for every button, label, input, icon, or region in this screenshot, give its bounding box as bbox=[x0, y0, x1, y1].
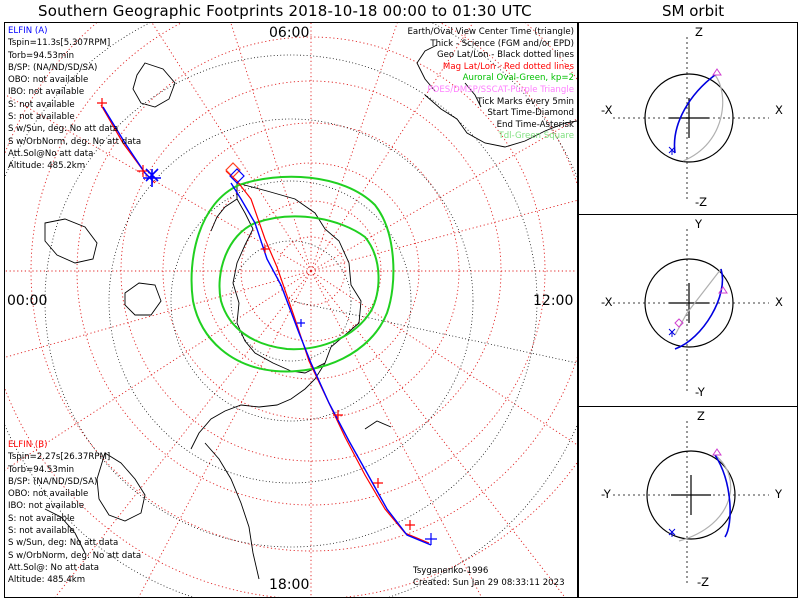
created-label: Created: Sun Jan 29 08:33:11 2023 bbox=[413, 578, 565, 588]
elfin-a-line: Tspin=11.3s[5.307RPM] bbox=[8, 38, 111, 49]
elfin-b-line: Att.Sol@: No att data bbox=[8, 562, 100, 573]
clock-label-right: 12:00 bbox=[533, 293, 574, 309]
elfin-b-line: S: not available bbox=[8, 526, 75, 537]
orbit-divider bbox=[578, 214, 797, 215]
axis-label-left: -X bbox=[601, 103, 613, 117]
elfin-b-line: S: not available bbox=[8, 513, 75, 524]
legend-line: Mag Lat/Lon - Red dotted lines bbox=[442, 61, 574, 72]
legend-line: Tdl-Green Square bbox=[498, 131, 574, 142]
axis-label-top: Y bbox=[695, 217, 703, 231]
elfin-b-info: ELFIN (B) Tspin=2.27s[26.37RPM] Torb=94.… bbox=[8, 439, 141, 587]
elfin-a-line: OBO: not available bbox=[8, 75, 89, 86]
axis-label-left: -Y bbox=[601, 487, 611, 501]
geo-latlon-grid bbox=[5, 23, 577, 597]
map-legend: Earth/Oval View Center Time (triangle) T… bbox=[407, 27, 574, 143]
elfin-a-line: S: not available bbox=[8, 112, 75, 123]
axis-label-right: X bbox=[775, 103, 783, 117]
legend-line: Auroral Oval-Green, kp=2 bbox=[462, 73, 574, 84]
elfin-a-line: B/SP: (NA/ND/SD/SA) bbox=[8, 62, 98, 73]
legend-line: Geo Lat/Lon - Black dotted lines bbox=[436, 50, 574, 61]
axis-label-bottom: -Z bbox=[695, 195, 708, 209]
elfin-b-line: Torb=94.53min bbox=[8, 464, 75, 475]
plot-title: Southern Geographic Footprints 2018-10-1… bbox=[38, 2, 532, 20]
clock-label-bottom: 18:00 bbox=[269, 577, 310, 593]
polar-map-canvas bbox=[5, 23, 577, 597]
clock-label-left: 00:00 bbox=[7, 293, 48, 309]
axis-label-right: Y bbox=[775, 487, 783, 501]
elfin-a-line: Altitude: 485.2km bbox=[8, 161, 86, 172]
auroral-oval bbox=[190, 175, 395, 373]
map-footer: Tsyganenko-1996 Created: Sun Jan 29 08:3… bbox=[413, 565, 565, 589]
elfin-a-info: ELFIN (A) Tspin=11.3s[5.307RPM] Torb=94.… bbox=[8, 25, 141, 173]
elfin-b-title: ELFIN (B) bbox=[8, 440, 48, 450]
legend-line: POES/DMSP/SSCAT-Purple Triangle bbox=[427, 84, 574, 95]
track-markers bbox=[97, 98, 437, 545]
elfin-b-line: Tspin=2.27s[26.37RPM] bbox=[8, 452, 111, 463]
axis-label-left: -X bbox=[601, 295, 613, 309]
orbit-xy-canvas bbox=[613, 229, 769, 391]
axis-label-right: X bbox=[775, 295, 783, 309]
legend-line: Tick Marks every 5min bbox=[477, 96, 574, 107]
axis-label-top: Z bbox=[695, 25, 703, 39]
axis-label-bottom: -Y bbox=[695, 385, 705, 399]
elfin-a-line: S w/OrbNorm, deg: No att data bbox=[8, 136, 142, 147]
orbit-view-xy: Y -X X -Y bbox=[579, 215, 796, 406]
orbit-view-yz: Z -Y Y -Z bbox=[579, 407, 796, 596]
model-label: Tsyganenko-1996 bbox=[413, 566, 489, 576]
elfin-b-line: B/SP: (NA/ND/SD/SA) bbox=[8, 476, 98, 487]
legend-line: Earth/Oval View Center Time (triangle) bbox=[407, 27, 574, 37]
elfin-b-line: S w/Sun, deg: No att data bbox=[8, 538, 119, 549]
elfin-a-line: S: not available bbox=[8, 99, 75, 110]
elfin-a-line: S w/Sun, deg: No att data bbox=[8, 124, 119, 135]
elfin-b-line: S w/OrbNorm, deg: No att data bbox=[8, 550, 142, 561]
orbit-xz-canvas bbox=[613, 37, 769, 199]
elfin-b-line: IBO: not available bbox=[8, 501, 85, 512]
elfin-a-line: Torb=94.53min bbox=[8, 50, 75, 61]
orbit-divider bbox=[578, 406, 797, 407]
legend-line: Thick - Science (FGM and/or EPD) bbox=[430, 38, 574, 49]
axis-label-top: Z bbox=[697, 409, 705, 423]
sm-orbit-title: SM orbit bbox=[662, 2, 725, 20]
elfin-b-line: OBO: not available bbox=[8, 489, 89, 500]
polar-footprint-map: 06:00 00:00 12:00 18:00 ELFIN (A) Tspin=… bbox=[4, 22, 578, 598]
orbit-view-xz: Z -X X -Z bbox=[579, 23, 796, 214]
elfin-a-line: Att.Sol@No att data bbox=[8, 148, 94, 159]
continent-outlines bbox=[44, 44, 577, 580]
orbit-yz-canvas bbox=[613, 421, 769, 583]
clock-label-top: 06:00 bbox=[269, 25, 310, 41]
elfin-a-line: IBO: not available bbox=[8, 87, 85, 98]
legend-line: End Time-Asterisk bbox=[496, 119, 574, 130]
elfin-b-line: Altitude: 485.4km bbox=[8, 575, 86, 586]
axis-label-bottom: -Z bbox=[697, 575, 710, 589]
elfin-a-title: ELFIN (A) bbox=[8, 26, 48, 36]
legend-line: Start Time-Diamond bbox=[487, 108, 574, 119]
